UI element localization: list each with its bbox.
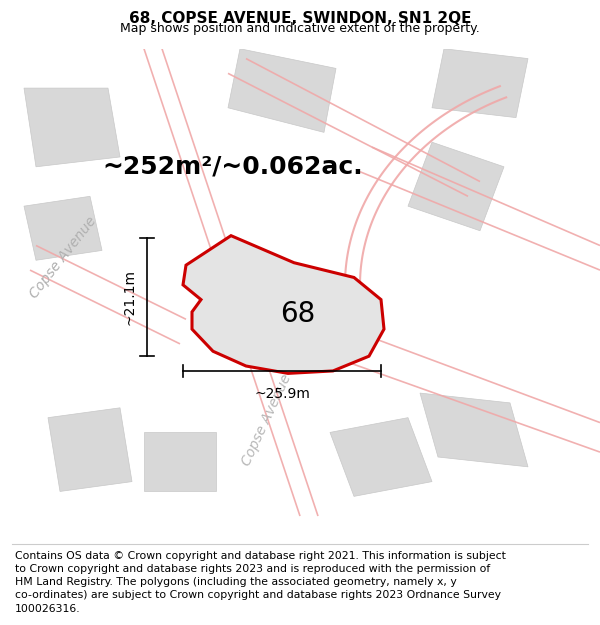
Text: Map shows position and indicative extent of the property.: Map shows position and indicative extent… <box>120 22 480 35</box>
Polygon shape <box>408 142 504 231</box>
Polygon shape <box>330 418 432 496</box>
Text: 68, COPSE AVENUE, SWINDON, SN1 2QE: 68, COPSE AVENUE, SWINDON, SN1 2QE <box>129 11 471 26</box>
Polygon shape <box>24 88 120 167</box>
Polygon shape <box>144 432 216 491</box>
Text: Copse Avenue: Copse Avenue <box>239 372 295 468</box>
Text: Copse Avenue: Copse Avenue <box>27 214 99 301</box>
Polygon shape <box>228 49 336 132</box>
Polygon shape <box>24 196 102 260</box>
Text: ~252m²/~0.062ac.: ~252m²/~0.062ac. <box>102 155 362 179</box>
Text: ~21.1m: ~21.1m <box>122 269 136 325</box>
Polygon shape <box>420 393 528 467</box>
Text: ~25.9m: ~25.9m <box>254 387 310 401</box>
Text: Contains OS data © Crown copyright and database right 2021. This information is : Contains OS data © Crown copyright and d… <box>15 551 506 614</box>
Text: 68: 68 <box>280 300 315 328</box>
Polygon shape <box>48 408 132 491</box>
Polygon shape <box>432 49 528 118</box>
Polygon shape <box>183 236 384 373</box>
